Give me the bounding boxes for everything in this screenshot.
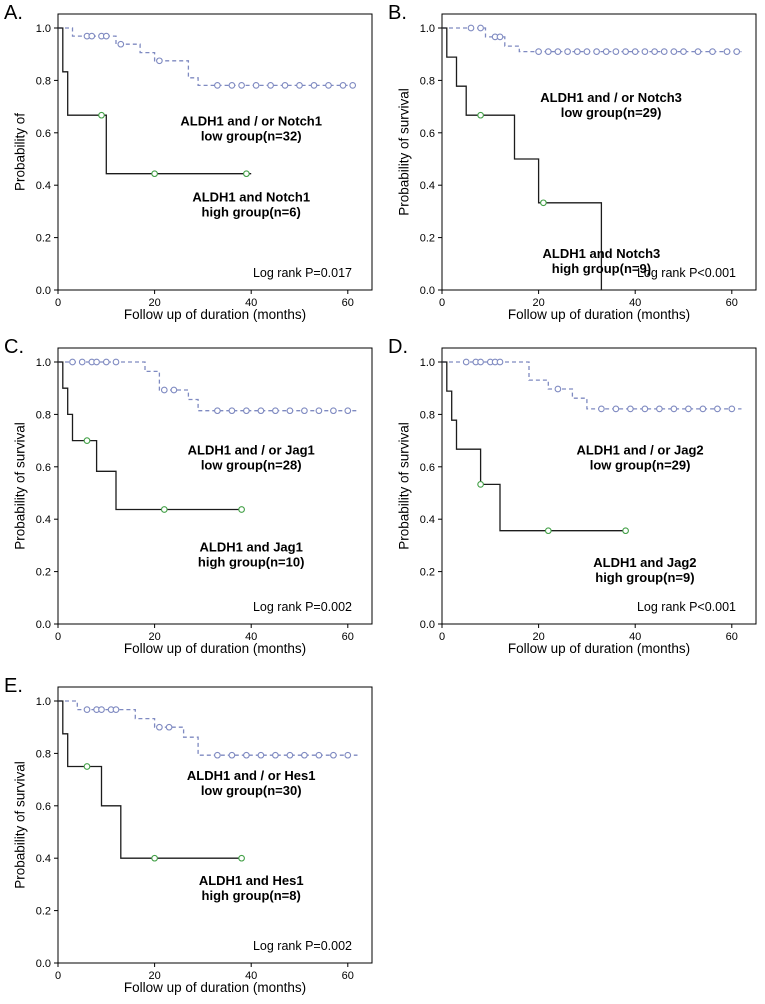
x-axis-label-d: Follow up of duration (months) [507, 641, 691, 656]
svg-text:20: 20 [148, 970, 160, 982]
svg-text:40: 40 [245, 970, 257, 982]
panel-label-d: D. [388, 336, 408, 358]
svg-text:Log rank P=0.002: Log rank P=0.002 [253, 600, 352, 614]
svg-text:1.0: 1.0 [420, 357, 435, 369]
y-axis-label-e: Probability of survival [12, 761, 28, 889]
svg-text:0.8: 0.8 [420, 75, 435, 87]
svg-text:0.0: 0.0 [36, 285, 51, 297]
svg-text:0: 0 [55, 970, 61, 982]
svg-text:0.6: 0.6 [420, 462, 435, 474]
svg-text:0: 0 [55, 297, 61, 309]
svg-text:0.8: 0.8 [36, 409, 51, 421]
svg-text:0.6: 0.6 [36, 128, 51, 140]
svg-text:1.0: 1.0 [36, 696, 51, 708]
svg-text:Log rank P<0.001: Log rank P<0.001 [637, 600, 736, 614]
svg-text:60: 60 [342, 297, 354, 309]
x-axis-label-b: Follow up of duration (months) [507, 307, 691, 322]
svg-text:0.2: 0.2 [36, 567, 51, 579]
panel-c: 0 20 40 60 0.0 0.2 0.4 0.6 0.8 1.0 ALDH1 and / or … [0, 334, 382, 665]
svg-text:60: 60 [726, 297, 738, 309]
svg-text:0.2: 0.2 [36, 233, 51, 245]
svg-text:40: 40 [245, 631, 257, 643]
svg-text:40: 40 [245, 297, 257, 309]
svg-text:0: 0 [439, 297, 445, 309]
svg-text:60: 60 [726, 631, 738, 643]
svg-text:20: 20 [532, 297, 544, 309]
svg-text:0.6: 0.6 [420, 128, 435, 140]
y-axis-label-b: Probability of survival [396, 88, 412, 216]
svg-text:0.6: 0.6 [36, 801, 51, 813]
survival-plot-d: 0 20 40 60 0.0 0.2 0.4 0.6 0.8 1.0 ALDH1 and / or … [420, 347, 757, 643]
svg-text:1.0: 1.0 [36, 357, 51, 369]
svg-text:0.8: 0.8 [36, 748, 51, 760]
svg-text:0: 0 [55, 631, 61, 643]
x-axis-label-c: Follow up of duration (months) [123, 641, 307, 656]
svg-text:0.2: 0.2 [420, 233, 435, 245]
panel-label-b: B. [388, 2, 407, 24]
survival-plot-b: 0 20 40 60 0.0 0.2 0.4 0.6 0.8 1.0 ALDH1 and / or … [420, 13, 757, 309]
svg-text:Log rank P=0.017: Log rank P=0.017 [253, 266, 352, 280]
svg-text:Log rank P<0.001: Log rank P<0.001 [637, 266, 736, 280]
y-axis-label-a: Probability of [12, 112, 28, 192]
svg-text:Log rank P=0.002: Log rank P=0.002 [253, 939, 352, 953]
y-axis-label-c: Probability of survival [12, 422, 28, 550]
svg-text:20: 20 [532, 631, 544, 643]
svg-text:0.0: 0.0 [420, 619, 435, 631]
svg-text:0.4: 0.4 [36, 180, 51, 192]
panel-d: 0 20 40 60 0.0 0.2 0.4 0.6 0.8 1.0 ALDH1 and / or … [384, 334, 765, 665]
svg-text:20: 20 [148, 297, 160, 309]
svg-text:40: 40 [629, 297, 641, 309]
svg-text:0.4: 0.4 [420, 514, 435, 526]
svg-text:0.2: 0.2 [420, 567, 435, 579]
x-axis-label-a: Follow up of duration (months) [123, 307, 307, 322]
panel-label-a: A. [4, 2, 23, 24]
svg-text:0.4: 0.4 [36, 514, 51, 526]
survival-plot-a: 0 20 40 60 0.0 0.2 0.4 0.6 0.8 1.0 ALDH1 and / or … [36, 13, 373, 309]
svg-text:0.8: 0.8 [420, 409, 435, 421]
panel-a: 0 20 40 60 0.0 0.2 0.4 0.6 0.8 1.0 ALDH1 and / or … [0, 0, 382, 331]
svg-text:0.4: 0.4 [36, 853, 51, 865]
svg-text:0.8: 0.8 [36, 75, 51, 87]
svg-text:0.4: 0.4 [420, 180, 435, 192]
survival-plot-c: 0 20 40 60 0.0 0.2 0.4 0.6 0.8 1.0 ALDH1 and / or … [36, 347, 373, 643]
panel-e: 0 20 40 60 0.0 0.2 0.4 0.6 0.8 1.0 ALDH1 and / or … [0, 673, 382, 1004]
svg-text:40: 40 [629, 631, 641, 643]
svg-text:0.0: 0.0 [36, 958, 51, 970]
survival-plot-e: 0 20 40 60 0.0 0.2 0.4 0.6 0.8 1.0 ALDH1 and / or … [36, 686, 373, 982]
panel-label-e: E. [4, 675, 23, 697]
svg-text:1.0: 1.0 [420, 23, 435, 35]
y-axis-label-d: Probability of survival [396, 422, 412, 550]
svg-text:0: 0 [439, 631, 445, 643]
svg-text:20: 20 [148, 631, 160, 643]
x-axis-label-e: Follow up of duration (months) [123, 980, 307, 995]
panel-label-c: C. [4, 336, 24, 358]
svg-text:0.0: 0.0 [420, 285, 435, 297]
panel-b: 0 20 40 60 0.0 0.2 0.4 0.6 0.8 1.0 ALDH1 and / or … [384, 0, 765, 331]
svg-text:0.2: 0.2 [36, 906, 51, 918]
svg-text:1.0: 1.0 [36, 23, 51, 35]
svg-text:0.6: 0.6 [36, 462, 51, 474]
svg-text:60: 60 [342, 631, 354, 643]
svg-text:60: 60 [342, 970, 354, 982]
svg-text:0.0: 0.0 [36, 619, 51, 631]
